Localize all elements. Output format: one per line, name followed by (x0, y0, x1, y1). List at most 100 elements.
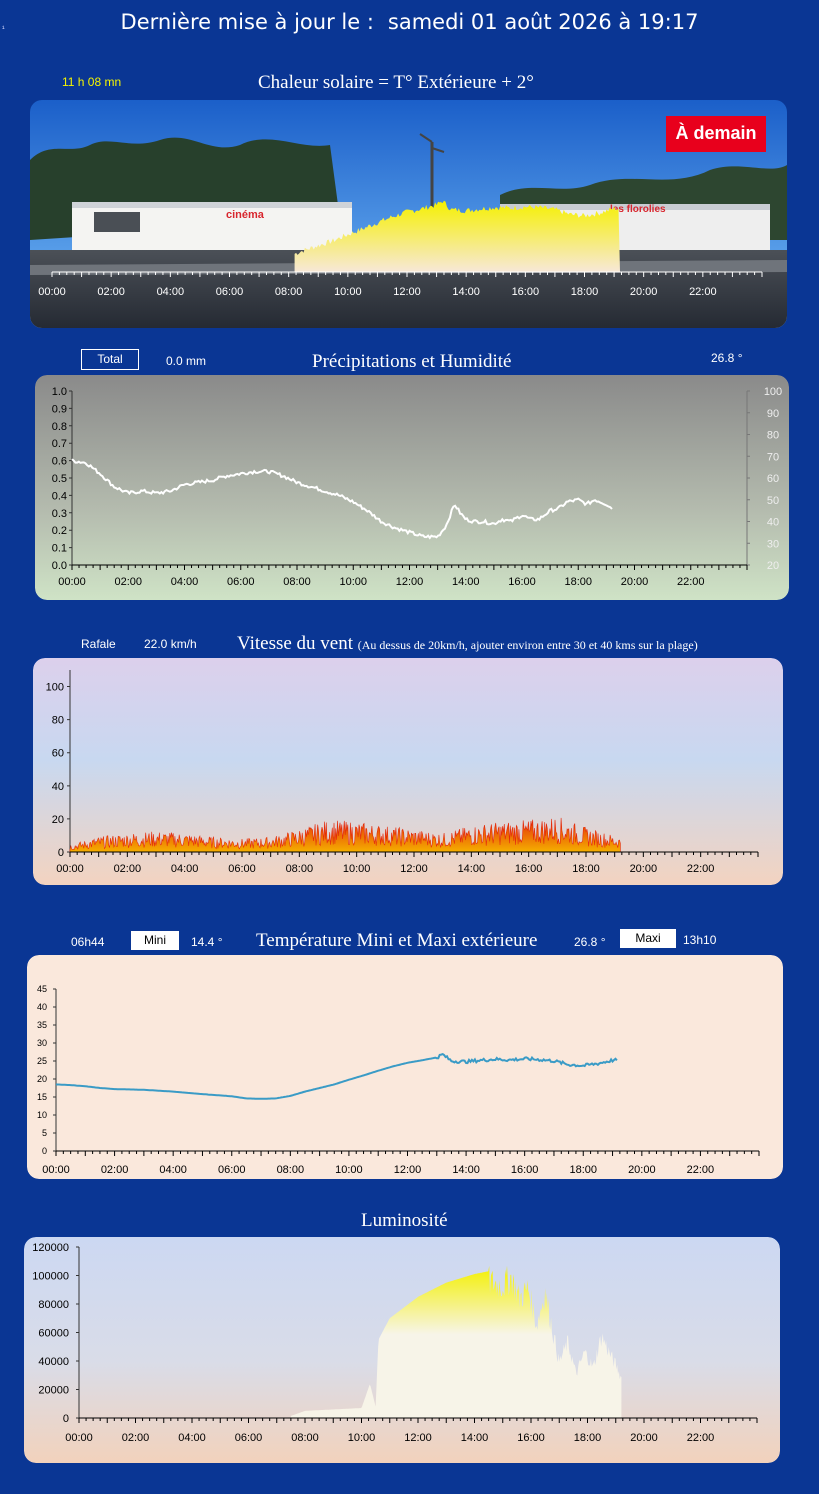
wind-panel: 0 20 40 60 80 100 00:00 02:00 04:00 06:00 08:00 10:… (33, 658, 783, 885)
solar-x-tick-label: 00:00 (38, 286, 66, 298)
lum-x-tick-label: 16:00 (517, 1432, 545, 1444)
solar-title: Chaleur solaire = T° Extérieure + 2° (258, 72, 534, 93)
solar-x-tick-label: 22:00 (689, 286, 717, 298)
precip-x-tick-label: 00:00 (58, 576, 86, 588)
temp-y-tick-label: 20 (37, 1074, 47, 1084)
lum-chart: 0 20000 40000 60000 80000 100000 120000 00:00 02… (24, 1237, 780, 1463)
precip-y2-tick-label: 20 (767, 560, 779, 572)
lum-x-tick-label: 00:00 (65, 1432, 93, 1444)
maxi-button[interactable]: Maxi (619, 928, 677, 949)
precip-y-tick-label: 0.3 (52, 508, 67, 520)
max-time: 13h10 (683, 933, 717, 947)
solar-chart: cinéma les florolies 00:00 02:00 04:00 06:0… (30, 100, 787, 328)
precip-y-tick-label: 0.9 (52, 403, 67, 415)
max-value: 26.8 ° (574, 935, 606, 949)
lum-y-tick-label: 60000 (38, 1328, 69, 1340)
wind-x-tick-label: 08:00 (286, 863, 314, 875)
solar-x-tick-label: 06:00 (216, 286, 244, 298)
precip-y2-tick-label: 50 (767, 495, 779, 507)
precip-temp-value: 26.8 ° (711, 351, 743, 365)
precip-y-tick-label: 0.5 (52, 473, 67, 485)
wind-x-tick-label: 00:00 (56, 863, 84, 875)
temp-x-tick-label: 14:00 (452, 1164, 480, 1176)
solar-panel: cinéma les florolies 00:00 02:00 04:00 06:0… (30, 100, 787, 328)
tomorrow-button[interactable]: À demain (666, 116, 766, 152)
lum-y-tick-label: 100000 (32, 1271, 69, 1283)
lum-x-tick-label: 18:00 (574, 1432, 602, 1444)
svg-text:cinéma: cinéma (226, 209, 265, 221)
mini-button[interactable]: Mini (130, 930, 180, 951)
precip-y-tick-label: 1.0 (52, 386, 67, 398)
wind-x-tick-label: 06:00 (228, 863, 256, 875)
wind-chart: 0 20 40 60 80 100 00:00 02:00 04:00 06:00 08:00 10:… (33, 658, 783, 885)
lum-y-tick-label: 120000 (32, 1242, 69, 1254)
precip-y2-tick-label: 60 (767, 473, 779, 485)
precip-x-tick-label: 06:00 (227, 576, 255, 588)
lum-x-tick-label: 14:00 (461, 1432, 489, 1444)
temperature-line (55, 1052, 618, 1100)
precip-x-tick-label: 12:00 (396, 576, 424, 588)
precip-y-tick-label: 0.2 (52, 525, 67, 537)
solar-time-axis: 00:00 02:00 04:00 06:00 08:00 10:00 12:00 14:00… (38, 271, 763, 298)
precip-chart: 0.0 0.1 0.2 0.3 0.4 0.5 0.6 0.7 0.8 0.9 1.0 20 30 40 5… (35, 375, 789, 600)
precip-title: Précipitations et Humidité (312, 351, 512, 372)
solar-x-tick-label: 04:00 (157, 286, 185, 298)
update-prefix: Dernière mise à jour le : (120, 10, 374, 34)
precip-x-tick-label: 02:00 (114, 576, 142, 588)
wind-x-tick-label: 02:00 (114, 863, 142, 875)
lum-y-tick-label: 80000 (38, 1299, 69, 1311)
temp-x-tick-label: 06:00 (218, 1164, 246, 1176)
temp-y-tick-label: 45 (37, 984, 47, 994)
temp-x-tick-label: 00:00 (42, 1164, 70, 1176)
precip-y2-tick-label: 70 (767, 451, 779, 463)
wind-x-tick-label: 20:00 (630, 863, 658, 875)
lum-y-tick-label: 0 (63, 1413, 69, 1425)
lum-title: Luminosité (361, 1210, 448, 1231)
wind-y-tick-label: 100 (46, 682, 64, 694)
humidity-line (71, 458, 613, 540)
temp-chart: 0 5 10 15 20 25 30 35 40 45 00:00 02:00 04:00 06:00 08… (27, 955, 783, 1179)
wind-speed-area (69, 817, 621, 853)
lum-x-tick-label: 06:00 (235, 1432, 263, 1444)
temp-y-tick-label: 15 (37, 1092, 47, 1102)
temp-title: Température Mini et Maxi extérieure (256, 930, 538, 951)
temp-panel: 0 5 10 15 20 25 30 35 40 45 00:00 02:00 04:00 06:00 08… (27, 955, 783, 1179)
svg-text:les florolies: les florolies (610, 204, 666, 215)
temp-x-tick-label: 02:00 (101, 1164, 129, 1176)
precip-x-tick-label: 22:00 (677, 576, 705, 588)
lum-panel: 0 20000 40000 60000 80000 100000 120000 00:00 02… (24, 1237, 780, 1463)
precip-x-tick-label: 16:00 (508, 576, 536, 588)
temp-y-tick-label: 10 (37, 1110, 47, 1120)
precip-x-tick-label: 14:00 (452, 576, 480, 588)
lum-y-tick-label: 40000 (38, 1356, 69, 1368)
solar-heat-area (294, 200, 620, 272)
precip-total-value: 0.0 mm (166, 354, 207, 368)
temp-x-tick-label: 04:00 (159, 1164, 187, 1176)
wind-note: (Au dessus de 20km/h, ajouter environ en… (357, 638, 698, 652)
temp-x-tick-label: 20:00 (628, 1164, 656, 1176)
lum-x-tick-label: 20:00 (630, 1432, 658, 1444)
corner-mark: ¹ (2, 24, 5, 33)
wind-x-tick-label: 14:00 (458, 863, 486, 875)
temp-y-tick-label: 35 (37, 1020, 47, 1030)
update-header: Dernière mise à jour le : samedi 01 août … (0, 10, 819, 34)
solar-x-tick-label: 08:00 (275, 286, 303, 298)
temp-x-tick-label: 18:00 (569, 1164, 597, 1176)
temp-x-tick-label: 16:00 (511, 1164, 539, 1176)
wind-y-tick-label: 60 (52, 748, 64, 760)
wind-x-tick-label: 12:00 (400, 863, 428, 875)
precip-y-tick-label: 0.8 (52, 421, 67, 433)
temp-y-tick-label: 30 (37, 1038, 47, 1048)
temp-x-tick-label: 22:00 (687, 1164, 715, 1176)
precip-panel: 0.0 0.1 0.2 0.3 0.4 0.5 0.6 0.7 0.8 0.9 1.0 20 30 40 5… (35, 375, 789, 600)
gust-label: Rafale (81, 637, 116, 651)
precip-y2-tick-label: 100 (764, 386, 782, 398)
temp-y-tick-label: 25 (37, 1056, 47, 1066)
solar-x-tick-label: 18:00 (571, 286, 599, 298)
update-datetime: samedi 01 août 2026 à 19:17 (387, 10, 699, 34)
precip-y2-tick-label: 30 (767, 538, 779, 550)
solar-x-tick-label: 02:00 (97, 286, 125, 298)
lum-x-tick-label: 02:00 (122, 1432, 150, 1444)
total-button[interactable]: Total (81, 349, 139, 370)
lum-x-tick-label: 12:00 (404, 1432, 432, 1444)
